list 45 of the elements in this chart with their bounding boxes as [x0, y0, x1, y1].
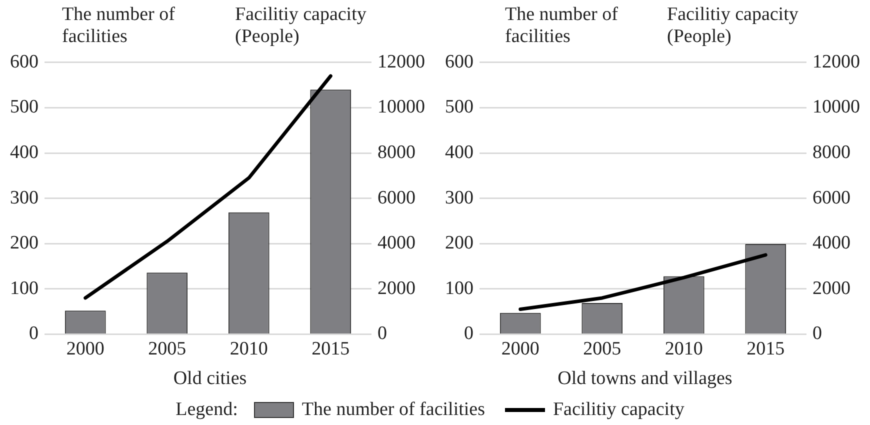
y2-tick-label: 2000 — [378, 278, 416, 299]
y-tick-label: 300 — [445, 187, 474, 208]
y2-tick-label: 8000 — [812, 142, 850, 163]
x-tick-label: 2005 — [148, 338, 186, 360]
x-tick-label: 2000 — [66, 338, 104, 360]
y-tick-label: 600 — [10, 51, 38, 72]
legend-label: The number of facilities — [302, 399, 485, 421]
x-axis-title: Old towns and villages — [556, 368, 734, 390]
y-tick-label: 500 — [10, 96, 38, 118]
y-tick-label: 200 — [445, 232, 474, 254]
y2-tick-label: 6000 — [378, 187, 416, 208]
y-axis-title: The number of facilities — [505, 4, 619, 48]
y2-tick-label: 4000 — [812, 232, 850, 254]
y2-axis-title: Facilitiy capacity (People) — [235, 4, 368, 48]
y2-tick-label: 4000 — [378, 232, 416, 254]
y2-tick-label: 12000 — [812, 51, 860, 72]
x-tick-label: 2015 — [312, 338, 350, 360]
y-tick-label: 0 — [464, 323, 474, 344]
y2-tick-label: 6000 — [812, 187, 850, 208]
y2-tick-label: 12000 — [378, 51, 425, 72]
y-tick-label: 300 — [10, 187, 38, 208]
y2-tick-label: 2000 — [812, 278, 850, 299]
x-tick-label: 2010 — [664, 338, 703, 360]
y-tick-label: 500 — [445, 96, 474, 118]
x-tick-label: 2000 — [501, 338, 540, 360]
y-tick-label: 200 — [10, 232, 38, 254]
y-tick-label: 400 — [10, 142, 38, 163]
y-tick-label: 0 — [29, 323, 38, 344]
y2-tick-label: 0 — [378, 323, 387, 344]
x-tick-label: 2005 — [583, 338, 622, 360]
y-axis-title: The number of facilities — [62, 4, 176, 48]
legend-title: Legend: — [176, 399, 238, 420]
y2-tick-label: 10000 — [378, 96, 425, 118]
y-tick-label: 100 — [10, 278, 38, 299]
y2-tick-label: 0 — [812, 323, 822, 344]
y2-axis-title: Facilitiy capacity (People) — [667, 4, 800, 48]
y-tick-label: 100 — [445, 278, 474, 299]
x-tick-label: 2015 — [746, 338, 785, 360]
y-tick-label: 400 — [445, 142, 474, 163]
y-tick-label: 600 — [445, 51, 474, 72]
x-axis-title: Old cities — [172, 368, 248, 390]
y2-tick-label: 10000 — [812, 96, 860, 118]
y2-tick-label: 8000 — [378, 142, 416, 163]
x-tick-label: 2010 — [230, 338, 268, 360]
legend-label: Facilitiy capacity — [552, 399, 684, 421]
